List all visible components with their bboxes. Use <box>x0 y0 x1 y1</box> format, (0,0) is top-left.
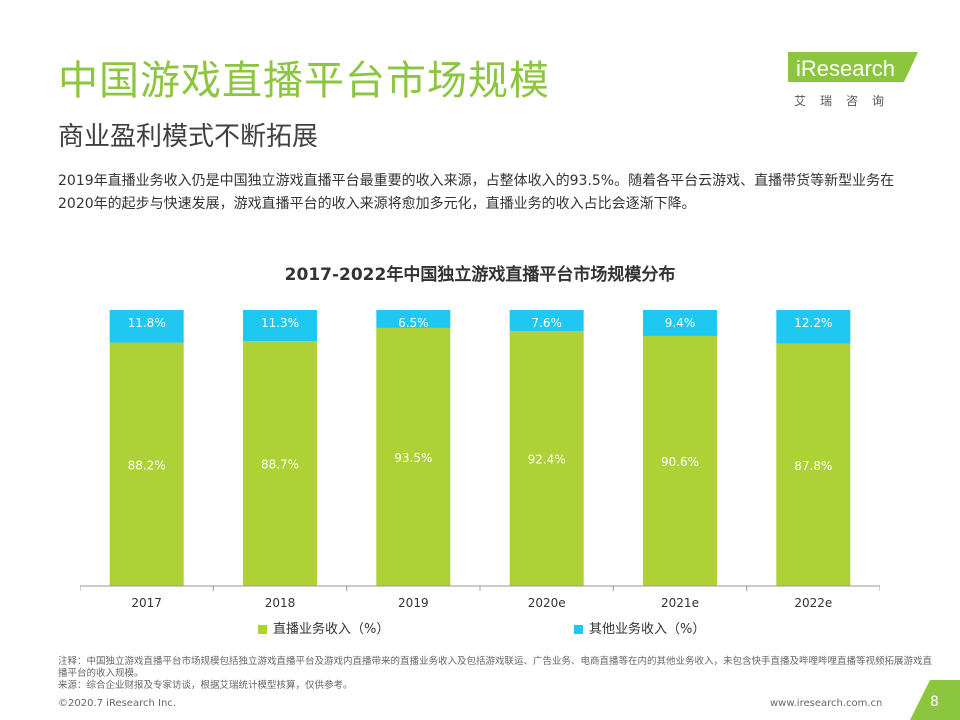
logo-chinese: 艾瑞咨询 <box>794 94 899 108</box>
note-text: 注释：中国独立游戏直播平台市场规模包括独立游戏直播平台及游戏内直播带来的直播业务… <box>58 656 933 679</box>
legend-label-other: 其他业务收入（%） <box>589 622 706 637</box>
page-number: 8 <box>930 694 939 710</box>
bar-direct-2022e <box>776 343 851 586</box>
bar-direct-2017 <box>109 342 184 586</box>
bar-other-2021e <box>643 310 717 336</box>
bar-direct-2019 <box>376 327 451 586</box>
data-label-other-2022e: 12.2% <box>794 316 832 330</box>
page-subtitle: 商业盈利模式不断拓展 <box>58 122 319 152</box>
bar-other-2019 <box>376 310 451 328</box>
footer-url: www.iresearch.com.cn <box>770 698 883 709</box>
description-text: 2019年直播业务收入仍是中国独立游戏直播平台最重要的收入来源，占整体收入的93… <box>58 173 895 212</box>
x-tick-label-2018: 2018 <box>265 596 296 610</box>
bar-direct-2021e <box>643 335 717 586</box>
page-number-corner <box>910 680 960 720</box>
data-label-other-2021e: 9.4% <box>665 316 696 330</box>
legend-swatch-other <box>574 625 583 634</box>
data-label-direct-2019: 93.5% <box>394 451 432 465</box>
chart-title: 2017-2022年中国独立游戏直播平台市场规模分布 <box>284 265 676 285</box>
legend-item-direct: 直播业务收入（%） <box>258 618 389 637</box>
data-label-other-2017: 11.8% <box>128 316 166 330</box>
legend-label-direct: 直播业务收入（%） <box>273 622 390 637</box>
data-label-direct-2022e: 87.8% <box>794 459 832 473</box>
logo-text: iResearch <box>796 56 896 81</box>
x-tick-label-2019: 2019 <box>398 596 429 610</box>
data-label-other-2019: 6.5% <box>398 316 429 330</box>
footer-copyright: ©2020.7 iResearch Inc. <box>58 698 176 709</box>
x-tick-label-2022e: 2022e <box>794 596 832 610</box>
data-label-direct-2021e: 90.6% <box>661 455 699 469</box>
legend-item-other: 其他业务收入（%） <box>574 618 705 637</box>
data-label-direct-2020e: 92.4% <box>528 452 566 466</box>
x-tick-label-2017: 2017 <box>131 596 162 610</box>
x-tick-label-2021e: 2021e <box>661 596 699 610</box>
data-label-direct-2017: 88.2% <box>128 458 166 472</box>
data-label-direct-2018: 88.7% <box>261 458 299 472</box>
data-label-other-2020e: 7.6% <box>531 316 562 330</box>
bar-direct-2020e <box>509 330 584 586</box>
x-tick-label-2020e: 2020e <box>528 596 566 610</box>
notes-block: 注释：中国独立游戏直播平台市场规模包括独立游戏直播平台及游戏内直播带来的直播业务… <box>58 656 938 692</box>
iresearch-logo: iResearch 艾瑞咨询 <box>768 46 928 116</box>
data-label-other-2018: 11.3% <box>261 316 299 330</box>
bar-other-2017 <box>109 310 184 343</box>
logo-banner-shape <box>788 52 918 82</box>
legend-swatch-direct <box>258 625 267 634</box>
bar-other-2022e <box>776 310 851 344</box>
page-title: 中国游戏直播平台市场规模 <box>58 58 550 104</box>
bar-other-2020e <box>509 310 584 331</box>
stacked-bar-chart: 88.2% 11.8% 2017 88.7% 11.3% 2018 93.5% 6.5% 201… <box>80 310 880 610</box>
bar-direct-2018 <box>243 341 317 586</box>
bar-other-2018 <box>243 310 317 342</box>
source-text: 来源：综合企业财报及专家访谈，根据艾瑞统计模型核算，仅供参考。 <box>58 680 353 691</box>
